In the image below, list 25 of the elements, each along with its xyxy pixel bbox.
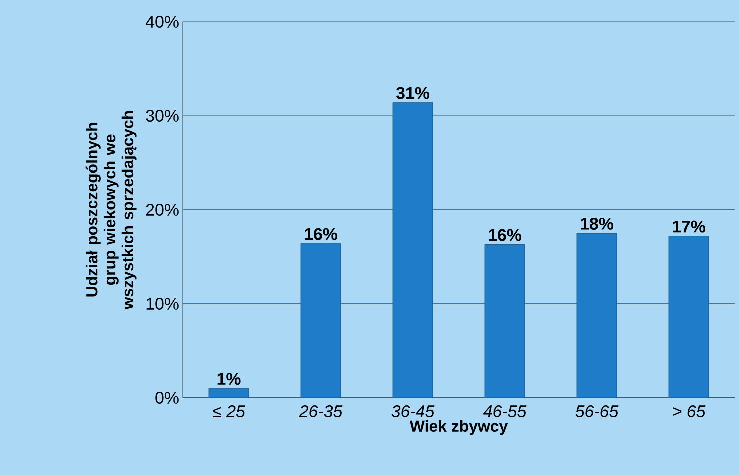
y-tick-label: 30%	[146, 110, 179, 122]
y-tick-label: 0%	[156, 392, 179, 404]
x-tick-label: 36-45	[392, 406, 435, 418]
x-tick-label: 26-35	[299, 406, 343, 418]
bar	[392, 102, 434, 398]
bar	[484, 244, 526, 398]
data-label: 16%	[305, 228, 338, 240]
x-axis-title: Wiek zbywcy	[410, 420, 508, 436]
bar	[300, 244, 342, 398]
y-tick-label: 20%	[146, 204, 179, 216]
y-tick-label: 40%	[146, 16, 179, 28]
y-axis-title: Udział poszczególnych grup wiekowych we wszystkich sprzedających	[86, 111, 137, 310]
data-label: 18%	[581, 218, 614, 230]
x-tick-label: > 65	[673, 406, 706, 418]
data-label: 16%	[489, 229, 522, 242]
x-tick-label: ≤ 25	[213, 406, 246, 418]
bar	[208, 388, 250, 398]
bar	[576, 233, 618, 398]
bar	[668, 236, 710, 398]
x-tick-label: 46-55	[483, 406, 527, 418]
x-tick-label: 56-65	[576, 406, 619, 418]
data-label: 1%	[218, 373, 241, 386]
data-label: 17%	[673, 220, 706, 233]
y-tick-label: 10%	[146, 298, 179, 310]
data-label: 31%	[396, 87, 430, 100]
